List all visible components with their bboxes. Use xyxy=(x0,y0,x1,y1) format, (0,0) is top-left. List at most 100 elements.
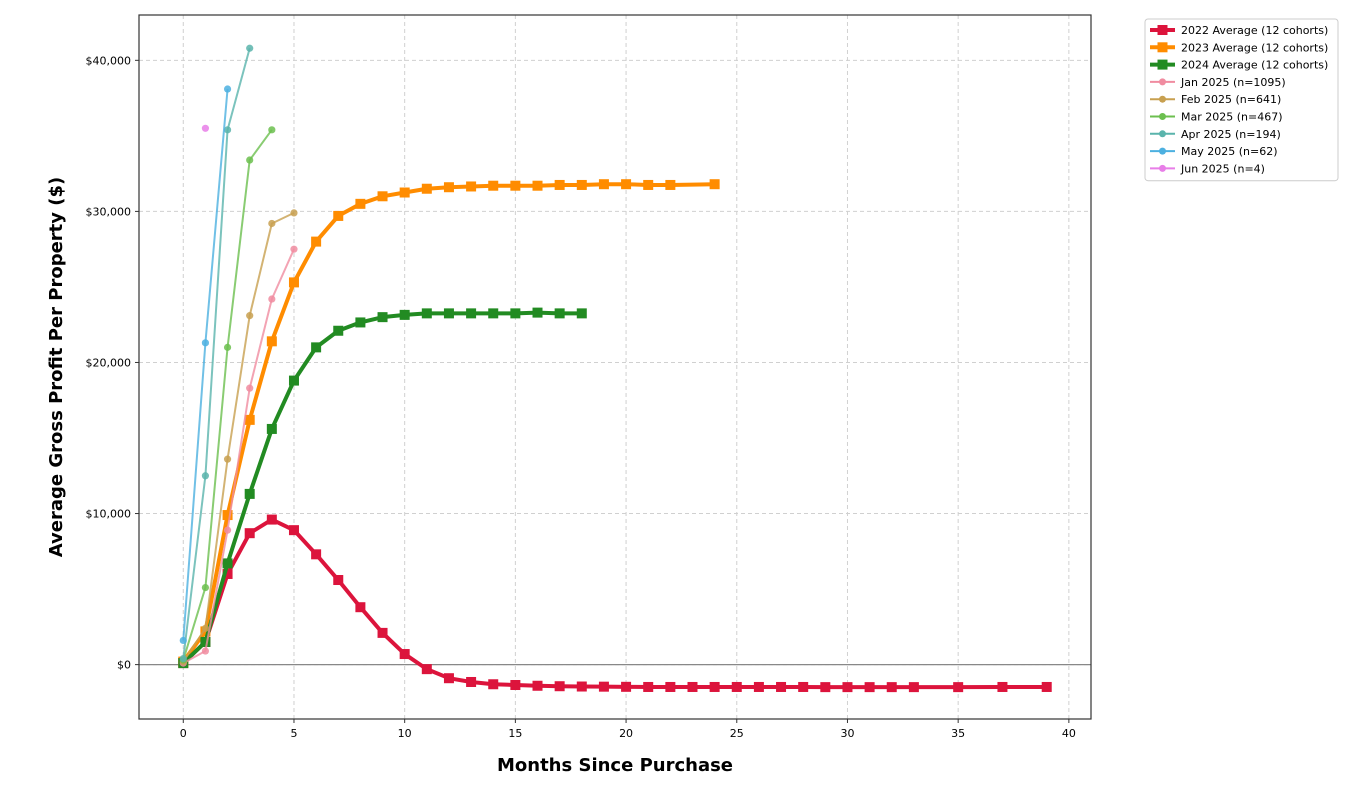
legend-label: 2024 Average (12 cohorts) xyxy=(1181,59,1328,72)
data-point xyxy=(621,179,632,190)
data-point xyxy=(687,681,698,692)
data-point xyxy=(466,181,477,192)
x-tick-label: 30 xyxy=(840,727,854,740)
x-tick-label: 40 xyxy=(1062,727,1076,740)
data-point xyxy=(290,245,298,253)
legend-item: 2022 Average (12 cohorts) xyxy=(1150,24,1328,37)
data-point xyxy=(997,681,1008,692)
legend-marker xyxy=(1159,95,1166,103)
data-point xyxy=(399,649,410,660)
data-point xyxy=(665,681,676,692)
data-point xyxy=(554,308,565,319)
legend-box xyxy=(1144,18,1339,182)
legend-marker xyxy=(1159,164,1166,172)
legend-label: 2023 Average (12 cohorts) xyxy=(1181,41,1328,54)
data-point xyxy=(554,179,565,190)
y-tick-label: $10,000 xyxy=(86,508,132,521)
data-point xyxy=(246,44,254,52)
data-point xyxy=(201,647,210,655)
data-point xyxy=(288,277,299,288)
series-line xyxy=(181,182,715,663)
data-point xyxy=(223,526,232,534)
data-point xyxy=(333,325,344,336)
data-point xyxy=(443,182,454,193)
data-point xyxy=(709,179,720,190)
data-point xyxy=(643,681,654,692)
data-point xyxy=(576,681,587,692)
series-line xyxy=(182,212,295,663)
data-point xyxy=(223,343,232,351)
data-point xyxy=(246,156,254,164)
data-point xyxy=(223,455,232,463)
data-point xyxy=(266,336,277,347)
legend-label: Jun 2025 (n=4) xyxy=(1180,162,1265,175)
data-point xyxy=(421,183,432,194)
data-point xyxy=(201,124,210,132)
data-point xyxy=(355,198,366,209)
series-line xyxy=(182,47,251,659)
plot-frame xyxy=(138,14,1092,720)
data-point xyxy=(731,681,742,692)
legend-label: Apr 2025 (n=194) xyxy=(1181,128,1281,141)
data-point xyxy=(709,681,720,692)
data-point xyxy=(266,514,277,525)
data-point xyxy=(290,209,298,217)
data-point xyxy=(576,308,587,319)
series-4 xyxy=(179,209,298,666)
data-point xyxy=(244,488,255,499)
data-point xyxy=(179,654,187,663)
data-point xyxy=(532,680,543,691)
y-ticks: $0 $10,000 $20,000 $30,000 $40,000 xyxy=(86,54,139,672)
legend: 2022 Average (12 cohorts) 2023 Average (1… xyxy=(1144,18,1339,182)
legend-item: Jan 2025 (n=1095) xyxy=(1150,76,1286,89)
x-tick-label: 5 xyxy=(290,727,297,740)
data-point xyxy=(886,682,897,693)
data-point xyxy=(576,179,587,190)
legend-marker xyxy=(1157,59,1168,70)
data-point xyxy=(223,126,232,134)
data-point xyxy=(532,307,543,318)
data-point xyxy=(355,317,366,328)
y-tick-label: $40,000 xyxy=(86,54,132,67)
legend-item: Feb 2025 (n=641) xyxy=(1150,93,1281,106)
data-point xyxy=(333,210,344,221)
data-point xyxy=(776,681,787,692)
data-point xyxy=(223,85,232,93)
legend-label: Jan 2025 (n=1095) xyxy=(1180,76,1286,89)
legend-item: 2023 Average (12 cohorts) xyxy=(1150,41,1328,54)
data-point xyxy=(201,472,210,480)
data-point xyxy=(753,681,764,692)
data-point xyxy=(244,528,255,539)
series-7 xyxy=(179,85,232,645)
legend-marker xyxy=(1159,130,1166,138)
legend-label: Feb 2025 (n=641) xyxy=(1181,93,1281,106)
data-point xyxy=(510,680,521,691)
data-point xyxy=(466,308,477,319)
data-point xyxy=(532,180,543,191)
y-axis-title: Average Gross Profit Per Property ($) xyxy=(46,177,67,558)
data-point xyxy=(421,308,432,319)
data-point xyxy=(377,627,388,638)
data-point xyxy=(246,384,254,392)
legend-label: 2022 Average (12 cohorts) xyxy=(1181,24,1328,37)
legend-item: May 2025 (n=62) xyxy=(1150,145,1278,158)
y-tick-label: $30,000 xyxy=(86,205,132,218)
data-point xyxy=(443,673,454,684)
data-point xyxy=(864,682,875,693)
x-tick-label: 10 xyxy=(398,727,412,740)
data-point xyxy=(399,309,410,320)
data-point xyxy=(355,602,366,613)
data-point xyxy=(333,575,344,586)
series-5 xyxy=(179,126,276,664)
data-point xyxy=(488,180,499,191)
legend-marker xyxy=(1159,113,1166,120)
data-point xyxy=(179,636,187,645)
data-point xyxy=(443,308,454,319)
data-point xyxy=(200,636,211,647)
data-point xyxy=(621,681,632,692)
legend-marker xyxy=(1157,42,1168,53)
data-point xyxy=(421,664,432,675)
data-point xyxy=(798,681,809,692)
data-point xyxy=(1041,681,1052,692)
